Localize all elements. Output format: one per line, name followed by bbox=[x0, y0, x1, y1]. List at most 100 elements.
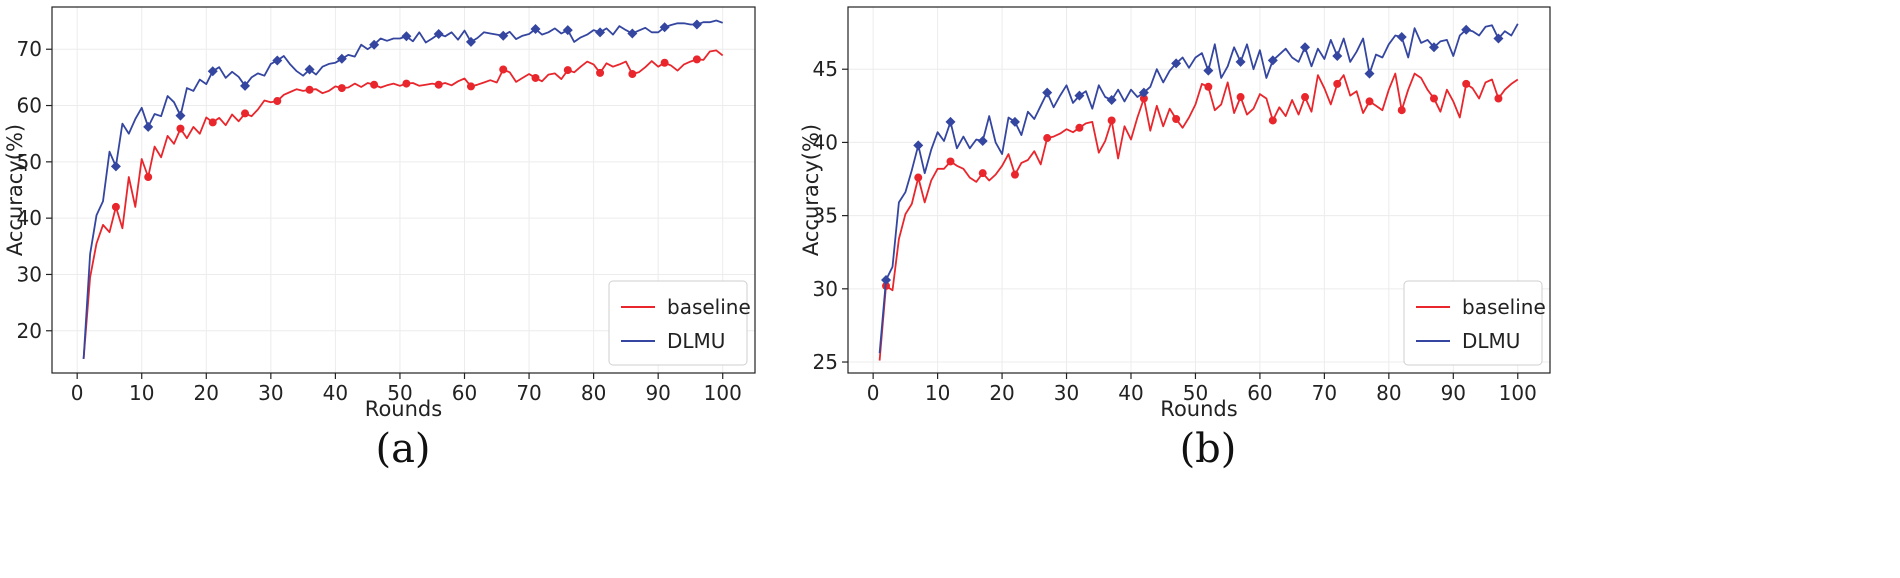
charta-legend: baseline DLMU bbox=[608, 280, 751, 366]
charta-point-dlmu-26 bbox=[240, 80, 251, 91]
chartb-point-dlmu-72 bbox=[1332, 51, 1343, 62]
charta-point-baseline-66 bbox=[499, 65, 508, 74]
chartb-plot-frame bbox=[847, 6, 1551, 374]
chartb-point-dlmu-82 bbox=[1396, 32, 1407, 43]
chartb-point-dlmu-27 bbox=[1042, 87, 1053, 98]
chartb-xtick-label-3: 30 bbox=[1054, 381, 1079, 405]
chartb-point-dlmu-17 bbox=[977, 135, 988, 146]
chartb-point-dlmu-62 bbox=[1267, 55, 1278, 66]
charta-point-dlmu-86 bbox=[627, 28, 638, 39]
charta-ytick-label-2: 40 bbox=[17, 206, 42, 230]
chartb-point-baseline-52 bbox=[1204, 82, 1213, 91]
charta-point-baseline-16 bbox=[176, 124, 185, 133]
charta-point-dlmu-96 bbox=[691, 19, 702, 30]
chartb-ytick-label-4: 45 bbox=[813, 57, 838, 81]
charta-point-baseline-36 bbox=[305, 85, 314, 94]
chartb-xtick-label-4: 40 bbox=[1118, 381, 1143, 405]
charta-legend-box bbox=[608, 280, 748, 366]
charta-xtick-label-1: 10 bbox=[129, 381, 154, 405]
charta-point-dlmu-66 bbox=[498, 30, 509, 41]
charta-point-dlmu-81 bbox=[595, 27, 606, 38]
chartb-point-baseline-67 bbox=[1301, 93, 1310, 102]
chartb-point-baseline-22 bbox=[1010, 170, 1019, 179]
chartb-point-dlmu-92 bbox=[1461, 24, 1472, 35]
charta-point-baseline-26 bbox=[241, 109, 250, 118]
charta-xtick-label-4: 40 bbox=[323, 381, 348, 405]
chartb-xtick-label-0: 0 bbox=[867, 381, 880, 405]
chartb-legend-box bbox=[1403, 280, 1543, 366]
charta-ytick-label-3: 50 bbox=[17, 150, 42, 174]
charta-point-dlmu-46 bbox=[369, 39, 380, 50]
chartb-point-baseline-57 bbox=[1236, 93, 1245, 102]
chartb-point-dlmu-52 bbox=[1203, 65, 1214, 76]
charta-point-baseline-71 bbox=[531, 73, 540, 82]
chartb-xtick-label-8: 80 bbox=[1376, 381, 1401, 405]
charta-point-baseline-61 bbox=[466, 82, 475, 91]
charta-point-baseline-31 bbox=[273, 97, 282, 106]
charta-ylabel: Accuracy(%) bbox=[3, 124, 27, 256]
chartb-point-baseline-72 bbox=[1333, 79, 1342, 88]
chartb-ytick-label-0: 25 bbox=[813, 350, 838, 374]
chartb-series-baseline-line bbox=[878, 72, 1519, 361]
chartb-point-dlmu-77 bbox=[1364, 68, 1375, 79]
charta-xtick-label-5: 50 bbox=[387, 381, 412, 405]
chart-panel-b: 0 10 20 30 40 50 60 70 80 90 100 25 30 35 40 45 Rounds Ac… bbox=[799, 6, 1551, 472]
chartb-xtick-label-1: 10 bbox=[925, 381, 950, 405]
charta-legend-label-baseline: baseline bbox=[667, 295, 751, 319]
chartb-ytick-label-1: 30 bbox=[813, 277, 838, 301]
chartb-point-baseline-97 bbox=[1494, 94, 1503, 103]
chartb-point-dlmu-57 bbox=[1235, 56, 1246, 67]
chartb-point-baseline-17 bbox=[978, 169, 987, 178]
chartb-point-baseline-27 bbox=[1043, 134, 1052, 143]
charta-ytick-label-1: 30 bbox=[17, 262, 42, 286]
charta-ytick-label-0: 20 bbox=[17, 319, 42, 343]
chartb-point-baseline-42 bbox=[1139, 94, 1148, 103]
chartb-point-baseline-92 bbox=[1462, 79, 1471, 88]
chartb-point-dlmu-12 bbox=[945, 116, 956, 127]
charta-point-baseline-41 bbox=[337, 84, 346, 93]
charta-point-dlmu-11 bbox=[143, 121, 154, 132]
chartb-legend: baseline DLMU bbox=[1403, 280, 1546, 366]
charta-ytick-label-4: 60 bbox=[17, 94, 42, 118]
chartb-series-dlmu-line bbox=[878, 23, 1519, 354]
charta-point-dlmu-21 bbox=[207, 66, 218, 77]
charta-xlabel: Rounds bbox=[365, 397, 442, 421]
charta-legend-label-dlmu: DLMU bbox=[667, 329, 725, 353]
charta-point-dlmu-51 bbox=[401, 31, 412, 42]
charta-xtick-label-10: 100 bbox=[704, 381, 742, 405]
charta-point-dlmu-16 bbox=[175, 110, 186, 121]
charta-point-dlmu-56 bbox=[433, 29, 444, 40]
chartb-point-baseline-82 bbox=[1397, 106, 1406, 115]
chartb-legend-label-baseline: baseline bbox=[1462, 295, 1546, 319]
charta-xtick-label-2: 20 bbox=[194, 381, 219, 405]
charta-point-baseline-76 bbox=[563, 66, 572, 75]
charta-point-dlmu-36 bbox=[304, 64, 315, 75]
chart-panel-a: 0 10 20 30 40 50 60 70 80 90 100 20 30 40 50 60 70 Rounds… bbox=[3, 6, 756, 472]
chartb-point-dlmu-32 bbox=[1074, 90, 1085, 101]
chartb-xtick-label-7: 70 bbox=[1312, 381, 1337, 405]
charta-point-baseline-81 bbox=[596, 68, 605, 77]
charta-point-baseline-11 bbox=[144, 173, 153, 182]
charta-point-baseline-6 bbox=[111, 202, 120, 211]
chartb-point-dlmu-2 bbox=[881, 275, 892, 286]
chartb-legend-label-dlmu: DLMU bbox=[1462, 329, 1520, 353]
chartb-point-dlmu-47 bbox=[1171, 58, 1182, 69]
charta-point-dlmu-91 bbox=[659, 22, 670, 33]
chartb-xtick-label-9: 90 bbox=[1441, 381, 1466, 405]
chartb-point-baseline-7 bbox=[914, 173, 923, 182]
chartb-ytick-label-2: 35 bbox=[813, 204, 838, 228]
charta-point-baseline-96 bbox=[692, 55, 701, 64]
chartb-xtick-label-10: 100 bbox=[1499, 381, 1537, 405]
chartb-ytick-label-3: 40 bbox=[813, 130, 838, 154]
charta-caption: (a) bbox=[375, 426, 430, 472]
charta-point-dlmu-6 bbox=[110, 161, 121, 172]
chartb-point-dlmu-7 bbox=[913, 140, 924, 151]
charta-xtick-label-3: 30 bbox=[258, 381, 283, 405]
charta-point-baseline-56 bbox=[434, 80, 443, 89]
chartb-xtick-label-6: 60 bbox=[1247, 381, 1272, 405]
chartb-xtick-label-5: 50 bbox=[1183, 381, 1208, 405]
chartb-point-baseline-87 bbox=[1429, 94, 1438, 103]
chartb-point-baseline-62 bbox=[1268, 116, 1277, 125]
chartb-point-baseline-37 bbox=[1107, 116, 1116, 125]
